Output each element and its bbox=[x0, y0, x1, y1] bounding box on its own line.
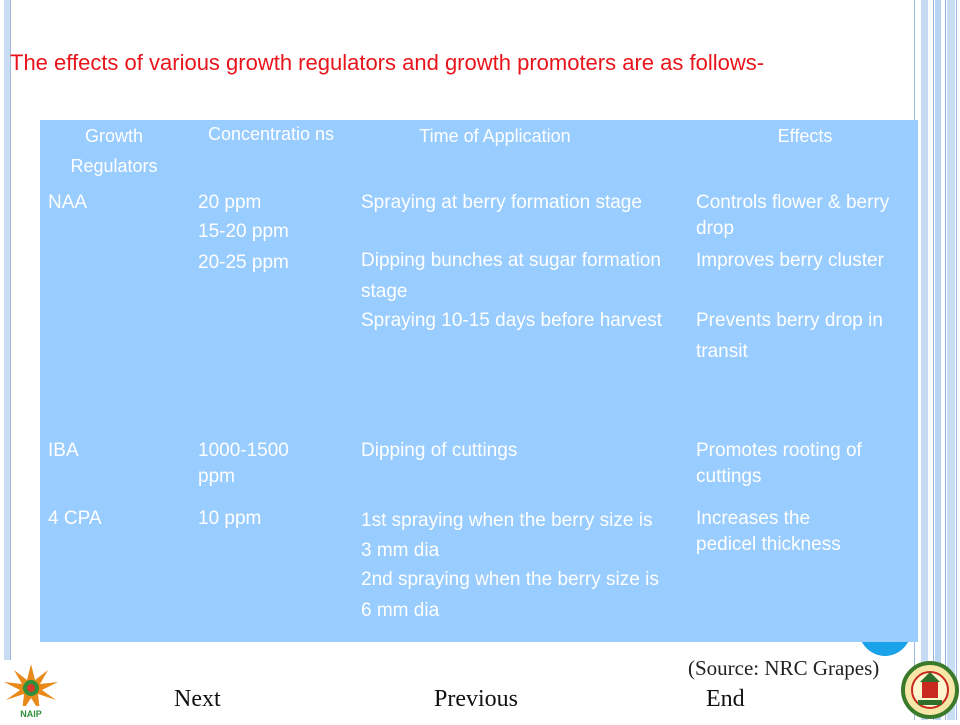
row-4cpa-effect: Increases the pedicel thickness bbox=[696, 508, 841, 555]
row-naa-concentration-1: 20 ppm bbox=[198, 192, 262, 213]
row-iba-time: Dipping of cuttings bbox=[361, 440, 518, 461]
header-time-of-application: Time of Application bbox=[419, 126, 571, 146]
university-emblem-icon bbox=[900, 660, 960, 720]
row-naa-effect-3: Prevents berry drop in transit bbox=[696, 310, 883, 363]
row-naa-regulator: NAA bbox=[48, 192, 88, 213]
growth-regulators-table: Growth Regulators Concentratio ns Time o… bbox=[40, 120, 918, 642]
end-button[interactable]: End bbox=[706, 686, 745, 712]
row-naa-concentration-2: 15-20 ppm bbox=[198, 221, 289, 242]
naip-logo-icon: NAIP bbox=[0, 660, 62, 720]
row-4cpa-concentration: 10 ppm bbox=[198, 508, 262, 529]
row-naa-effect-1: Controls flower & berry drop bbox=[696, 192, 890, 239]
slide-title: The effects of various growth regulators… bbox=[10, 50, 765, 75]
row-naa-time-1: Spraying at berry formation stage bbox=[361, 192, 642, 213]
previous-button[interactable]: Previous bbox=[434, 686, 518, 712]
row-4cpa-regulator: 4 CPA bbox=[48, 508, 102, 529]
header-effects: Effects bbox=[777, 126, 833, 146]
svg-text:NAIP: NAIP bbox=[20, 709, 42, 719]
row-naa-time-3: Spraying 10-15 days before harvest bbox=[361, 310, 663, 331]
left-border-decoration bbox=[4, 0, 11, 660]
row-naa-concentration-3: 20-25 ppm bbox=[198, 252, 289, 273]
row-naa-time-2: Dipping bunches at sugar formation stage bbox=[361, 250, 661, 303]
row-naa-effect-2: Improves berry cluster bbox=[696, 250, 884, 271]
row-4cpa-time-2: 2nd spraying when the berry size is 6 mm… bbox=[361, 569, 659, 622]
row-iba-concentration: 1000-1500 ppm bbox=[198, 440, 289, 487]
next-button[interactable]: Next bbox=[174, 686, 221, 712]
header-concentrations: Concentratio ns bbox=[207, 124, 335, 144]
row-iba-effect: Promotes rooting of cuttings bbox=[696, 440, 862, 487]
row-iba-regulator: IBA bbox=[48, 440, 79, 461]
right-border-decoration bbox=[914, 0, 960, 720]
source-citation: (Source: NRC Grapes) bbox=[688, 656, 880, 680]
row-4cpa-time-1: 1st spraying when the berry size is 3 mm… bbox=[361, 510, 653, 562]
header-growth-regulators: Growth Regulators bbox=[70, 126, 158, 176]
